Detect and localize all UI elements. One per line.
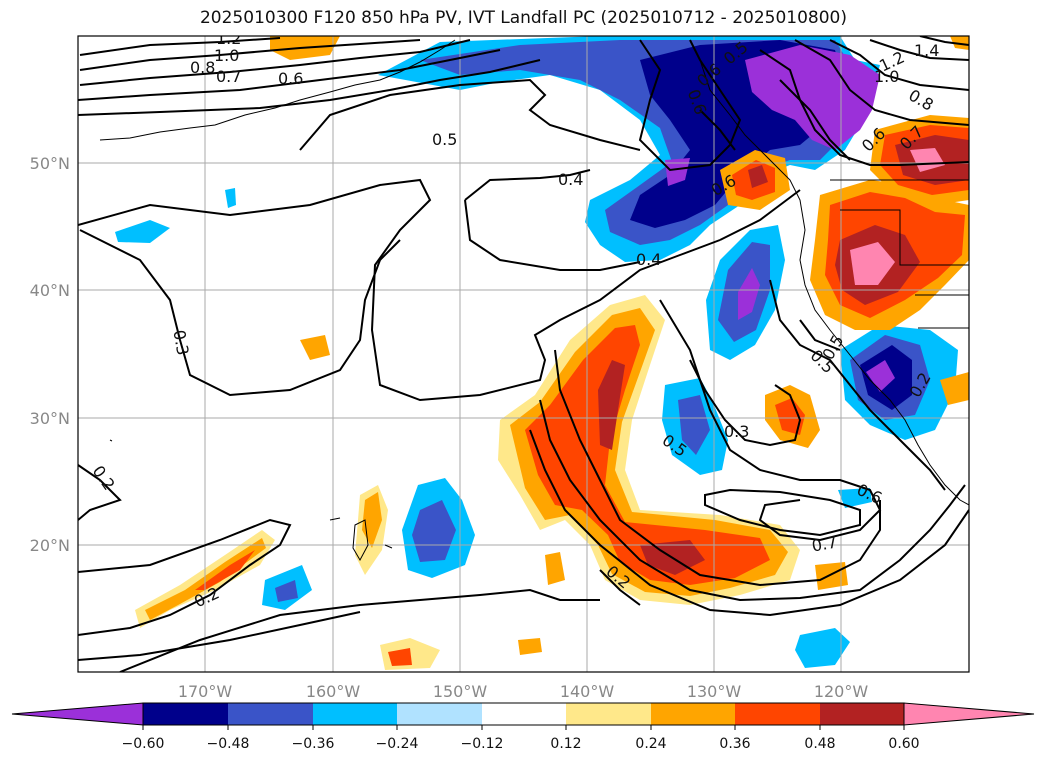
colorbar-bin: [143, 703, 228, 725]
colorbar-tick-label: 0.12: [550, 736, 581, 752]
colorbar-bin: [735, 703, 820, 725]
contour-label: 0.8: [190, 58, 215, 77]
contour-label: 0.7: [810, 532, 838, 555]
colorbar-bin: [482, 703, 566, 725]
colorbar-tick-label: 0.48: [804, 736, 835, 752]
map-panel: 1.2 1.0 0.8 0.7 0.6 0.5 0.4 0.4 0.3 0.2 …: [78, 29, 969, 672]
contour-label: 1.2: [216, 29, 241, 48]
contour-label: 0.3: [724, 422, 749, 441]
contour-label: 1.0: [214, 46, 239, 65]
lon-label: 140°W: [560, 682, 615, 701]
colorbar-bin: [313, 703, 397, 725]
graticule: [78, 36, 969, 672]
colorbar-tick-label: −0.24: [376, 736, 419, 752]
contour-label: 0.7: [216, 67, 241, 86]
colorbar-bin: [228, 703, 313, 725]
colorbar-extend-low: [11, 702, 144, 726]
lat-label: 30°N: [30, 409, 70, 428]
lon-label: 130°W: [687, 682, 742, 701]
colorbar-extend-high: [903, 702, 1035, 726]
colorbar-bin: [397, 703, 482, 725]
colorbar-tick-label: −0.12: [461, 736, 504, 752]
contours: [78, 36, 969, 672]
contour-label: 0.4: [558, 170, 583, 189]
contour-label: 0.3: [169, 328, 192, 356]
contour-label: 0.4: [636, 250, 661, 269]
lon-label: 120°W: [814, 682, 869, 701]
colorbar-bin: [651, 703, 735, 725]
neg-anomaly-north-purple: [745, 45, 880, 150]
colorbar-tick-label: −0.36: [292, 736, 335, 752]
lon-label: 150°W: [433, 682, 488, 701]
lat-label: 50°N: [30, 154, 70, 173]
colorbar-bin: [820, 703, 904, 725]
map-frame: [77, 35, 970, 673]
coastlines: [99, 39, 969, 562]
colorbar-bin: [566, 703, 651, 725]
longitude-labels: 170°W 160°W 150°W 140°W 130°W 120°W: [178, 682, 869, 701]
contour-label: 1.0: [874, 67, 899, 86]
contour-label: 0.6: [278, 69, 303, 88]
lat-label: 40°N: [30, 281, 70, 300]
colorbar-tick-label: −0.60: [122, 736, 165, 752]
colorbar-tick-label: 0.24: [635, 736, 666, 752]
lon-label: 170°W: [178, 682, 233, 701]
lat-label: 20°N: [30, 536, 70, 555]
colorbar-tick-label: 0.60: [888, 736, 919, 752]
colorbar-tick-label: −0.48: [207, 736, 250, 752]
latitude-labels: 50°N 40°N 30°N 20°N: [30, 154, 70, 555]
map-title: 2025010300 F120 850 hPa PV, IVT Landfall…: [199, 8, 847, 28]
lon-label: 160°W: [306, 682, 361, 701]
contour-label: 0.5: [432, 130, 457, 149]
colorbar: −0.60 −0.48 −0.36 −0.24 −0.12 0.12 0.24 …: [11, 702, 1035, 752]
pos-anomaly-arc-inner: [525, 325, 770, 585]
pos-anomaly-arc-core: [598, 360, 625, 450]
contour-label: 1.4: [914, 41, 939, 60]
colorbar-tick-label: 0.36: [719, 736, 750, 752]
